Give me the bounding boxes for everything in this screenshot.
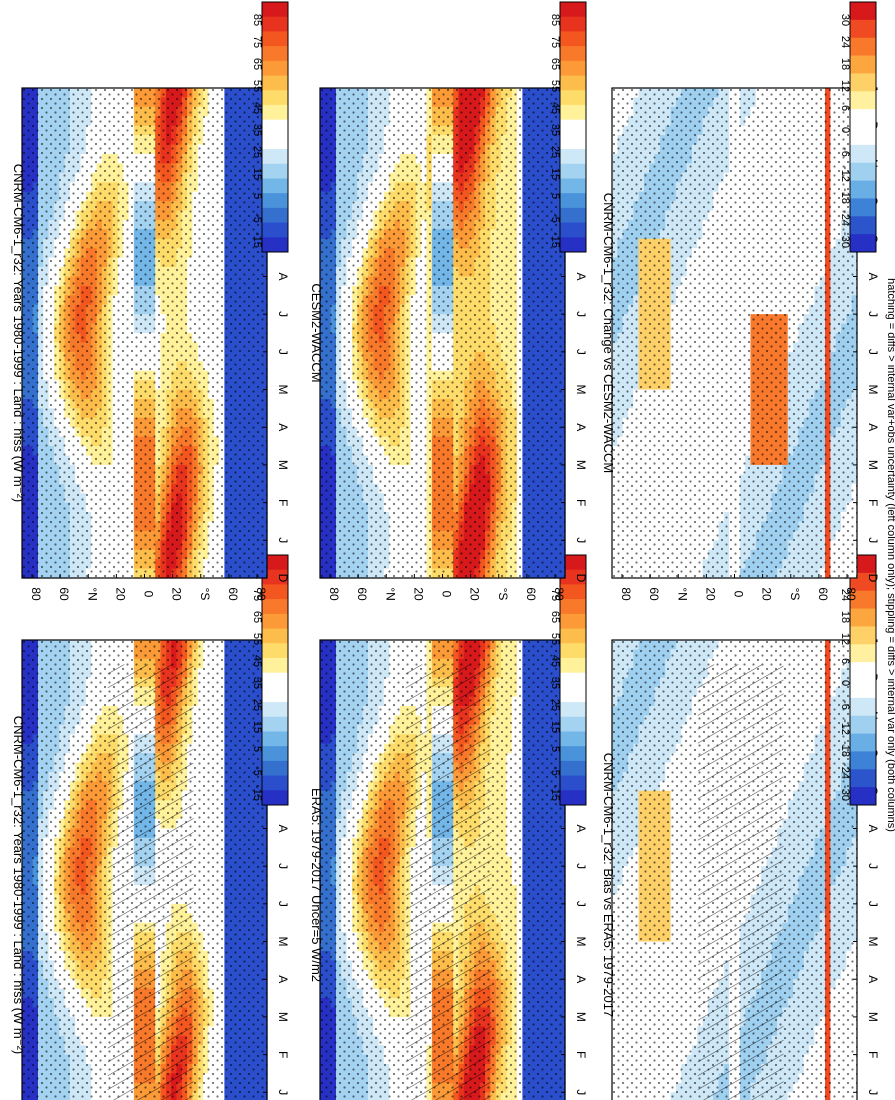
month-tick-label: M bbox=[276, 385, 290, 395]
colorbar-label: 65 bbox=[251, 611, 263, 623]
lat-tick-label: °S bbox=[198, 588, 212, 601]
month-tick-label: J bbox=[276, 349, 290, 355]
colorbar-swatch bbox=[262, 75, 288, 91]
heatmap-panel: DJFMAMJJASONDJ8060°N20020°S6080CNRM-CM6-… bbox=[11, 85, 290, 601]
colorbar-label: 75 bbox=[251, 36, 263, 48]
colorbar-label: 45 bbox=[251, 102, 263, 114]
stippling-overlay bbox=[22, 88, 267, 578]
colorbar-swatch bbox=[262, 119, 288, 135]
colorbar-swatch bbox=[262, 90, 288, 106]
colorbar-label: 15 bbox=[251, 721, 263, 733]
month-tick-label: J bbox=[276, 311, 290, 317]
lat-tick-label: 20 bbox=[170, 587, 184, 601]
colorbar-label: 25 bbox=[251, 699, 263, 711]
colorbar-swatch bbox=[262, 716, 288, 732]
colorbar-swatch bbox=[262, 746, 288, 762]
month-tick-label: J bbox=[276, 863, 290, 869]
colorbar-swatch bbox=[262, 687, 288, 703]
colorbar-swatch bbox=[262, 16, 288, 32]
month-tick-label: J bbox=[276, 537, 290, 543]
month-tick-label: F bbox=[276, 499, 290, 506]
colorbar-swatch bbox=[262, 672, 288, 688]
colorbar-label: 35 bbox=[251, 124, 263, 136]
panel-title: CNRM-CM6-1_r32: Years 1980-1999 : Land :… bbox=[11, 164, 26, 503]
colorbar-label: 35 bbox=[251, 677, 263, 689]
month-tick-label: M bbox=[276, 460, 290, 470]
colorbar-label: 15 bbox=[251, 168, 263, 180]
colorbar-swatch bbox=[262, 149, 288, 165]
colorbar-swatch bbox=[262, 163, 288, 179]
colorbar-label: 65 bbox=[251, 58, 263, 70]
lat-tick-label: 60 bbox=[226, 587, 240, 601]
colorbar-swatch bbox=[262, 790, 288, 806]
colorbar-swatch bbox=[262, 193, 288, 209]
colorbar-label: -5 bbox=[251, 766, 263, 776]
colorbar-label: -5 bbox=[251, 213, 263, 223]
colorbar-label: 45 bbox=[251, 655, 263, 667]
colorbar-label: 85 bbox=[251, 14, 263, 26]
month-tick-label: A bbox=[276, 824, 290, 832]
colorbar-label: 5 bbox=[251, 193, 263, 199]
panel-grid: DJFMAMJJASONDJ8060°N20020°S6080CNRM-CM6-… bbox=[11, 1, 880, 1100]
month-tick-label: M bbox=[276, 937, 290, 947]
colorbar-label: 55 bbox=[251, 80, 263, 92]
colorbar-swatch bbox=[262, 775, 288, 791]
colorbar-swatch bbox=[262, 657, 288, 674]
colorbar-swatch bbox=[262, 702, 288, 718]
lat-tick-label: 0 bbox=[142, 591, 156, 598]
colorbar-swatch bbox=[262, 46, 288, 62]
month-tick-label: M bbox=[276, 1012, 290, 1022]
lat-tick-label: 80 bbox=[254, 587, 268, 601]
colorbar: 85 75 65 55 45 35 25 15 5 -5 -15 bbox=[251, 1, 289, 253]
colorbar-swatch bbox=[262, 222, 288, 238]
hatching-overlay bbox=[107, 664, 194, 1100]
lat-tick-label: °N bbox=[85, 587, 99, 600]
colorbar-swatch bbox=[262, 134, 288, 150]
lat-tick-label: 60 bbox=[57, 587, 71, 601]
colorbar-label: 5 bbox=[251, 746, 263, 752]
month-tick-label: F bbox=[276, 1051, 290, 1058]
month-tick-label: J bbox=[276, 901, 290, 907]
colorbar-swatch bbox=[262, 613, 288, 630]
colorbar-label: -15 bbox=[251, 232, 263, 248]
colorbar-swatch bbox=[262, 760, 288, 777]
colorbar-swatch bbox=[262, 178, 288, 194]
month-tick-label: A bbox=[276, 423, 290, 431]
panel-title: CNRM-CM6-1_r32: Years 1980-1999 : Land :… bbox=[11, 716, 26, 1055]
colorbar-swatch bbox=[262, 31, 288, 47]
heatmap-panel: DJFMAMJJASONDJ8060°N20020°S6080CNRM-CM6-… bbox=[11, 637, 290, 1100]
lat-tick-label: 20 bbox=[113, 587, 127, 601]
colorbar-swatch bbox=[262, 628, 288, 644]
colorbar-swatch bbox=[262, 104, 288, 121]
month-tick-label: D bbox=[276, 574, 290, 583]
lat-tick-label: 80 bbox=[29, 587, 43, 601]
colorbar-label: 25 bbox=[251, 146, 263, 158]
colorbar-label: -15 bbox=[251, 785, 263, 801]
colorbar-swatch bbox=[262, 207, 288, 224]
month-tick-label: A bbox=[276, 975, 290, 983]
colorbar-label: 55 bbox=[251, 633, 263, 645]
month-tick-label: J bbox=[276, 1089, 290, 1095]
colorbar-swatch bbox=[262, 237, 288, 253]
colorbar-swatch bbox=[262, 2, 288, 18]
colorbar-swatch bbox=[262, 643, 288, 659]
colorbar-swatch bbox=[262, 599, 288, 615]
colorbar-swatch bbox=[262, 60, 288, 77]
colorbar-swatch bbox=[262, 731, 288, 747]
month-tick-label: A bbox=[276, 272, 290, 280]
